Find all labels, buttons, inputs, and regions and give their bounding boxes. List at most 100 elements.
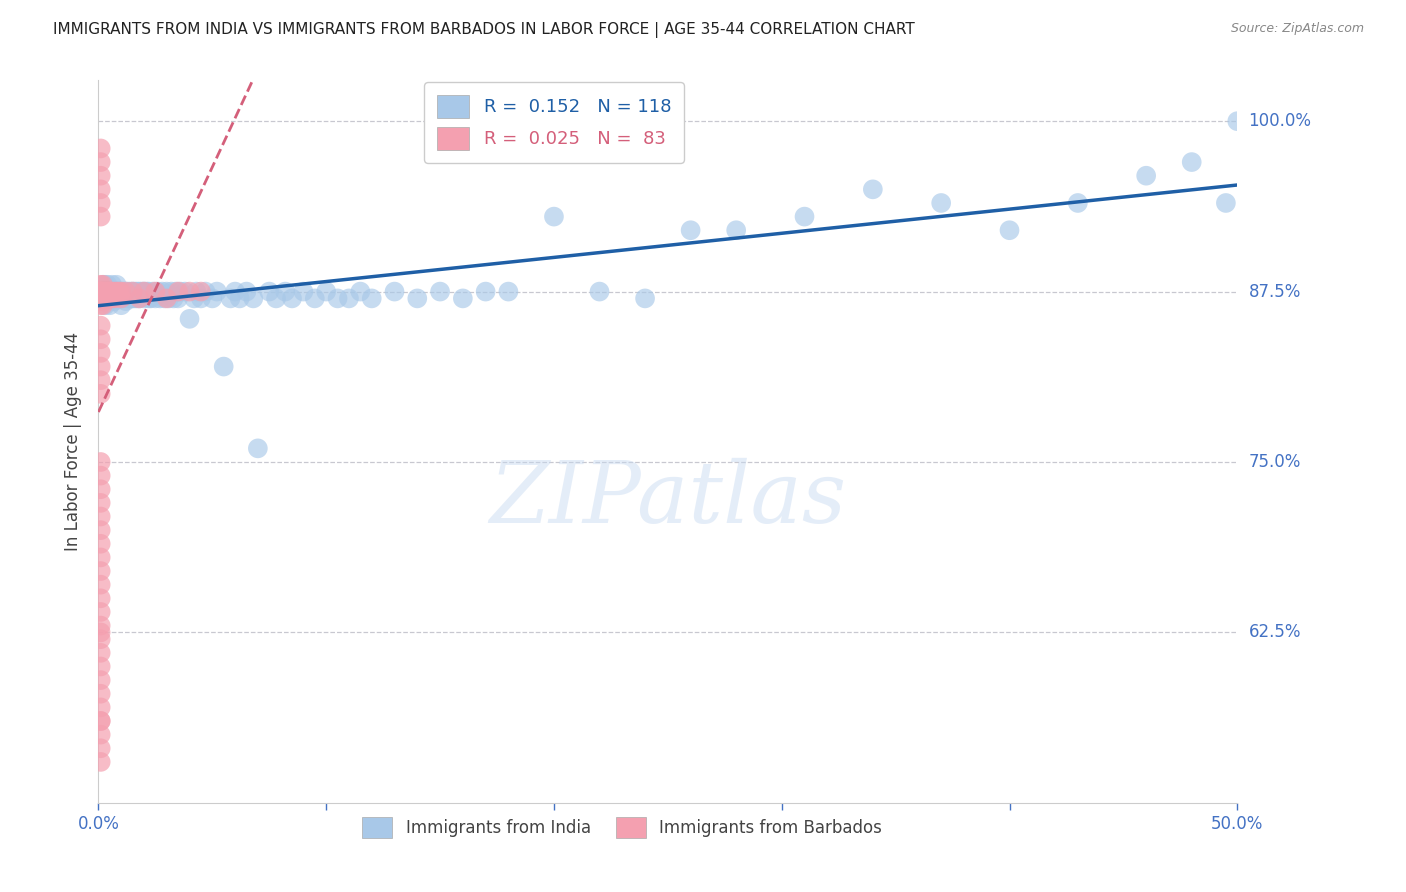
Point [103,285,125,299]
Point [337,292,360,306]
Point [114,294,136,309]
Point [117,292,139,306]
Point [128,285,150,299]
Point [90,482,112,496]
Point [96,285,118,299]
Point [90,646,112,660]
Point [998,223,1021,237]
Point [498,285,520,299]
Point [90,346,112,360]
Point [429,285,451,299]
Point [98,292,121,306]
Point [91,277,114,292]
Point [145,285,167,299]
Point [146,285,169,299]
Point [167,285,190,299]
Point [94,285,117,299]
Point [281,292,304,306]
Point [94,285,117,299]
Point [183,292,205,306]
Point [179,311,201,326]
Point [90,285,112,299]
Point [315,285,337,299]
Point [90,755,112,769]
Point [90,387,112,401]
Point [90,182,112,196]
Point [725,223,748,237]
Point [793,210,815,224]
Point [101,285,124,299]
Point [91,292,114,306]
Point [103,292,125,306]
Point [160,285,183,299]
Point [91,292,114,306]
Point [121,292,143,306]
Point [156,292,179,306]
Point [224,285,246,299]
Point [94,292,117,306]
Point [105,285,128,299]
Point [90,591,112,606]
Point [90,659,112,673]
Point [929,196,952,211]
Point [132,285,155,299]
Text: 87.5%: 87.5% [1249,283,1301,301]
Point [274,285,297,299]
Point [112,285,135,299]
Point [588,285,610,299]
Point [90,285,112,299]
Point [96,292,118,306]
Point [90,700,112,714]
Point [90,141,112,155]
Point [90,550,112,565]
Point [103,285,125,299]
Text: 100.0%: 100.0% [1249,112,1312,130]
Point [120,285,142,299]
Point [117,285,139,299]
Point [91,285,114,299]
Point [156,285,179,299]
Point [186,285,208,299]
Point [165,285,187,299]
Point [384,285,406,299]
Point [101,292,124,306]
Point [108,285,131,299]
Point [94,298,117,312]
Point [90,298,112,312]
Point [219,292,242,306]
Point [90,285,112,299]
Point [90,169,112,183]
Point [145,292,167,306]
Point [90,564,112,578]
Point [98,285,121,299]
Point [1226,114,1249,128]
Point [135,285,157,299]
Point [90,359,112,374]
Text: 75.0%: 75.0% [1249,453,1301,471]
Y-axis label: In Labor Force | Age 35-44: In Labor Force | Age 35-44 [65,332,83,551]
Point [96,292,118,306]
Point [128,292,150,306]
Point [103,285,125,299]
Text: ZIPatlas: ZIPatlas [489,458,846,541]
Point [162,292,184,306]
Point [110,285,132,299]
Point [91,292,114,306]
Point [1181,155,1204,169]
Point [98,285,121,299]
Point [94,285,117,299]
Point [127,292,149,306]
Point [264,292,287,306]
Point [167,292,190,306]
Point [96,285,118,299]
Point [1067,196,1090,211]
Point [90,373,112,387]
Point [157,292,180,306]
Point [90,210,112,224]
Point [91,285,114,299]
Point [127,285,149,299]
Point [110,292,132,306]
Point [259,285,281,299]
Point [90,318,112,333]
Point [138,285,160,299]
